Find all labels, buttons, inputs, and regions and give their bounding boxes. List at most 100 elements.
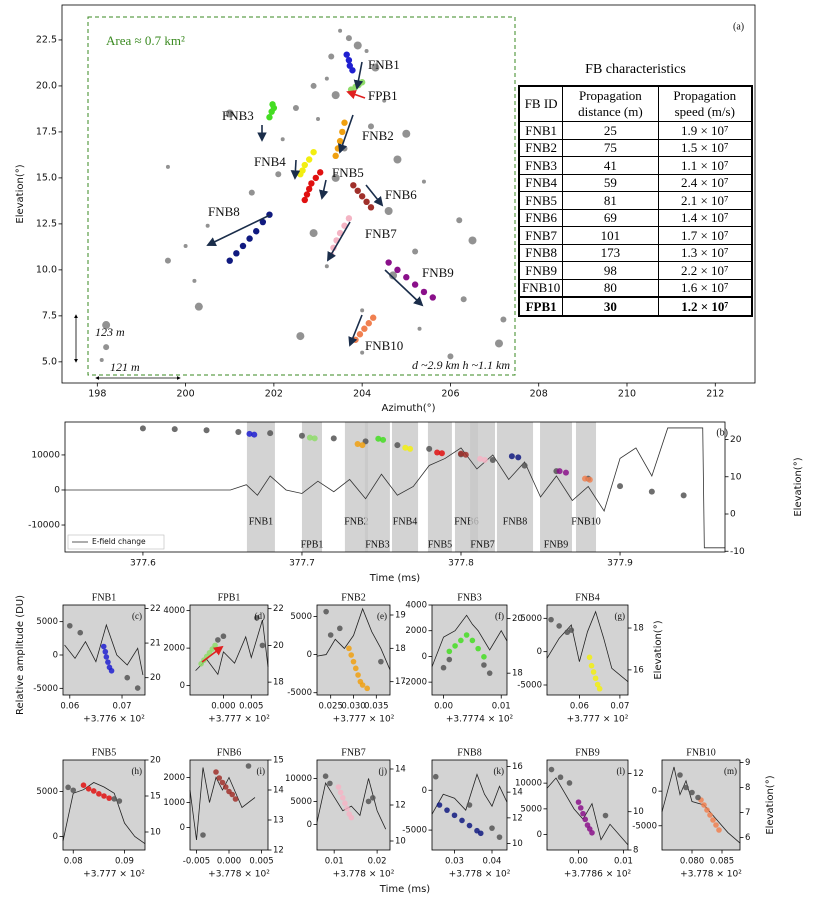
y-tick-label: 5000 xyxy=(36,787,58,797)
table-row: FNB9 98 2.2 × 10⁷ xyxy=(518,261,753,280)
data-point xyxy=(446,648,453,655)
table-cell: 1.9 × 10⁷ xyxy=(657,121,753,140)
data-point xyxy=(596,685,603,692)
y-tick-label: 20.0 xyxy=(36,80,57,91)
y2-axis-label: Elevation(°) xyxy=(793,457,804,516)
event-span xyxy=(470,422,496,552)
y2-tick-label: 12 xyxy=(512,813,523,823)
data-point xyxy=(331,91,340,100)
data-point xyxy=(337,789,344,796)
y-axis-label: Relative amplitude (DU) xyxy=(15,595,26,715)
data-point xyxy=(477,830,484,837)
data-point xyxy=(328,53,335,60)
data-point xyxy=(458,637,464,644)
data-point xyxy=(101,793,107,799)
x-tick-label: 202 xyxy=(265,389,283,400)
x-tick-label: 0.085 xyxy=(710,857,734,867)
data-point xyxy=(345,35,352,42)
data-point xyxy=(496,834,503,840)
panel-label: (l) xyxy=(617,766,626,776)
y-tick-label: 0 xyxy=(180,823,185,833)
data-point xyxy=(246,235,253,242)
y2-tick-label: 20 xyxy=(273,641,284,651)
propagation-arrow xyxy=(201,645,224,663)
data-point xyxy=(385,259,392,266)
table-cell: FNB8 xyxy=(518,243,564,262)
data-point xyxy=(275,171,282,178)
cluster-label: FNB2 xyxy=(362,128,394,143)
y-tick-label: 10000 xyxy=(285,774,312,784)
panel-title: FPB1 xyxy=(218,592,241,603)
data-point xyxy=(466,822,473,829)
table-cell: FNB3 xyxy=(518,156,564,175)
data-point xyxy=(412,248,419,255)
y2-tick-label: 0 xyxy=(730,510,736,520)
y-tick-label: 5000 xyxy=(520,804,542,814)
propagation-arrow xyxy=(348,314,363,347)
data-point xyxy=(297,171,304,178)
legend-label: E-field change xyxy=(92,537,146,546)
data-point xyxy=(239,242,247,250)
x-tick-label: 0.01 xyxy=(492,702,511,712)
panel-label: (k) xyxy=(494,766,505,776)
table-cell: FNB9 xyxy=(518,261,564,280)
data-point xyxy=(341,119,348,126)
data-point xyxy=(459,817,465,824)
span-label: FNB9 xyxy=(544,539,568,550)
data-point xyxy=(589,829,595,836)
x-tick-label: 0.00 xyxy=(569,857,588,867)
data-point xyxy=(548,766,555,773)
x-tick-label: 0.005 xyxy=(239,702,263,712)
x-offset-label: +3.778 × 10² xyxy=(208,870,270,880)
y2-tick-label: 13 xyxy=(273,816,284,826)
table-row: FPB1 30 1.2 × 10⁷ xyxy=(518,296,753,316)
data-point xyxy=(323,608,329,615)
data-point xyxy=(200,832,206,838)
data-point xyxy=(301,161,308,169)
cluster-label: FNB10 xyxy=(365,338,403,353)
y-tick-label: 1000 xyxy=(163,798,185,808)
axes-frame xyxy=(189,604,269,696)
panel-label: (j) xyxy=(379,766,388,776)
y-tick-label: -10000 xyxy=(28,521,60,531)
span-label: FNB4 xyxy=(393,516,417,527)
amplitude-line xyxy=(431,773,508,815)
axes-frame xyxy=(62,604,146,696)
y-tick-label: 17.5 xyxy=(36,126,57,137)
x-tick-label: 0.030 xyxy=(341,702,365,712)
propagation-arrow xyxy=(318,179,329,200)
x-tick-label: 198 xyxy=(88,389,106,400)
data-point xyxy=(105,659,111,665)
data-point xyxy=(106,795,112,801)
propagation-arrow xyxy=(353,61,364,90)
table-row: FNB4 59 2.4 × 10⁷ xyxy=(518,173,753,192)
data-point xyxy=(402,129,411,138)
data-point xyxy=(345,56,353,64)
data-point xyxy=(440,664,447,671)
data-point xyxy=(330,435,337,442)
panel-label: (h) xyxy=(132,766,143,776)
y2-tick-label: 9 xyxy=(745,758,750,768)
data-point xyxy=(222,784,229,790)
data-point xyxy=(306,434,313,441)
y2-tick-label: 18 xyxy=(633,624,644,634)
data-point xyxy=(348,652,355,658)
cluster-label: FNB3 xyxy=(222,108,254,123)
data-point xyxy=(359,442,366,449)
data-point xyxy=(339,795,346,801)
panel-label: (c) xyxy=(132,611,142,621)
data-point xyxy=(344,805,350,812)
event-span xyxy=(427,422,452,552)
panel-title: FNB5 xyxy=(92,747,116,758)
data-point xyxy=(171,426,178,433)
data-point xyxy=(371,63,380,72)
data-point xyxy=(253,228,260,235)
y2-tick-label: 14 xyxy=(512,788,523,798)
plot-area xyxy=(662,760,740,850)
cluster-label: FPB1 xyxy=(368,88,398,103)
plot-area xyxy=(547,605,628,695)
y2-tick-label: 18 xyxy=(512,669,523,679)
data-point xyxy=(358,193,366,200)
data-point xyxy=(403,274,410,281)
